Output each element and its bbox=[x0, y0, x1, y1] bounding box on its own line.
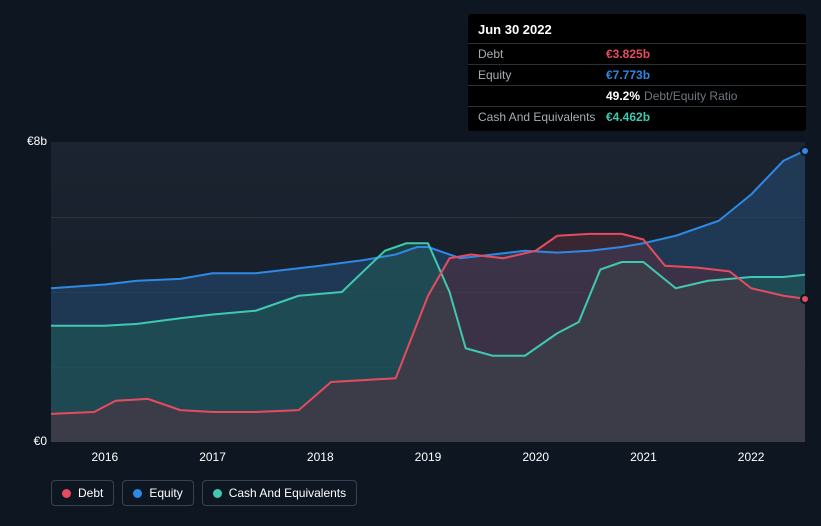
x-axis-tick: 2017 bbox=[199, 450, 226, 464]
tooltip-value: €3.825b bbox=[606, 47, 650, 61]
x-axis: 2016 2017 2018 2019 2020 2021 2022 bbox=[51, 450, 805, 470]
tooltip-value: 49.2% bbox=[606, 89, 640, 103]
series-endpoint bbox=[800, 294, 810, 304]
legend-swatch bbox=[62, 489, 71, 498]
x-axis-tick: 2018 bbox=[307, 450, 334, 464]
x-axis-tick: 2016 bbox=[91, 450, 118, 464]
tooltip-row: 49.2% Debt/Equity Ratio bbox=[468, 85, 806, 106]
legend-item[interactable]: Debt bbox=[51, 480, 114, 506]
chart-tooltip: Jun 30 2022 Debt€3.825bEquity€7.773b49.2… bbox=[468, 14, 806, 131]
tooltip-label: Debt bbox=[478, 47, 606, 61]
x-axis-tick: 2019 bbox=[415, 450, 442, 464]
tooltip-row: Debt€3.825b bbox=[468, 43, 806, 64]
tooltip-value: €7.773b bbox=[606, 68, 650, 82]
tooltip-row: Cash And Equivalents€4.462b bbox=[468, 106, 806, 127]
tooltip-date: Jun 30 2022 bbox=[468, 18, 806, 43]
tooltip-suffix: Debt/Equity Ratio bbox=[644, 89, 737, 103]
x-axis-tick: 2020 bbox=[522, 450, 549, 464]
legend-item[interactable]: Equity bbox=[122, 480, 193, 506]
legend-item[interactable]: Cash And Equivalents bbox=[202, 480, 357, 506]
tooltip-label: Cash And Equivalents bbox=[478, 110, 606, 124]
x-axis-tick: 2022 bbox=[738, 450, 765, 464]
chart-plot-area[interactable] bbox=[51, 142, 805, 442]
tooltip-row: Equity€7.773b bbox=[468, 64, 806, 85]
legend-label: Cash And Equivalents bbox=[229, 486, 346, 500]
tooltip-label: Equity bbox=[478, 68, 606, 82]
tooltip-value: €4.462b bbox=[606, 110, 650, 124]
chart-legend: Debt Equity Cash And Equivalents bbox=[51, 480, 357, 506]
legend-label: Equity bbox=[149, 486, 182, 500]
legend-swatch bbox=[213, 489, 222, 498]
series-endpoint bbox=[800, 146, 810, 156]
tooltip-label bbox=[478, 89, 606, 103]
x-axis-tick: 2021 bbox=[630, 450, 657, 464]
y-axis-tick-top: €8b bbox=[17, 134, 47, 148]
legend-label: Debt bbox=[78, 486, 103, 500]
y-axis-tick-bottom: €0 bbox=[17, 434, 47, 448]
legend-swatch bbox=[133, 489, 142, 498]
